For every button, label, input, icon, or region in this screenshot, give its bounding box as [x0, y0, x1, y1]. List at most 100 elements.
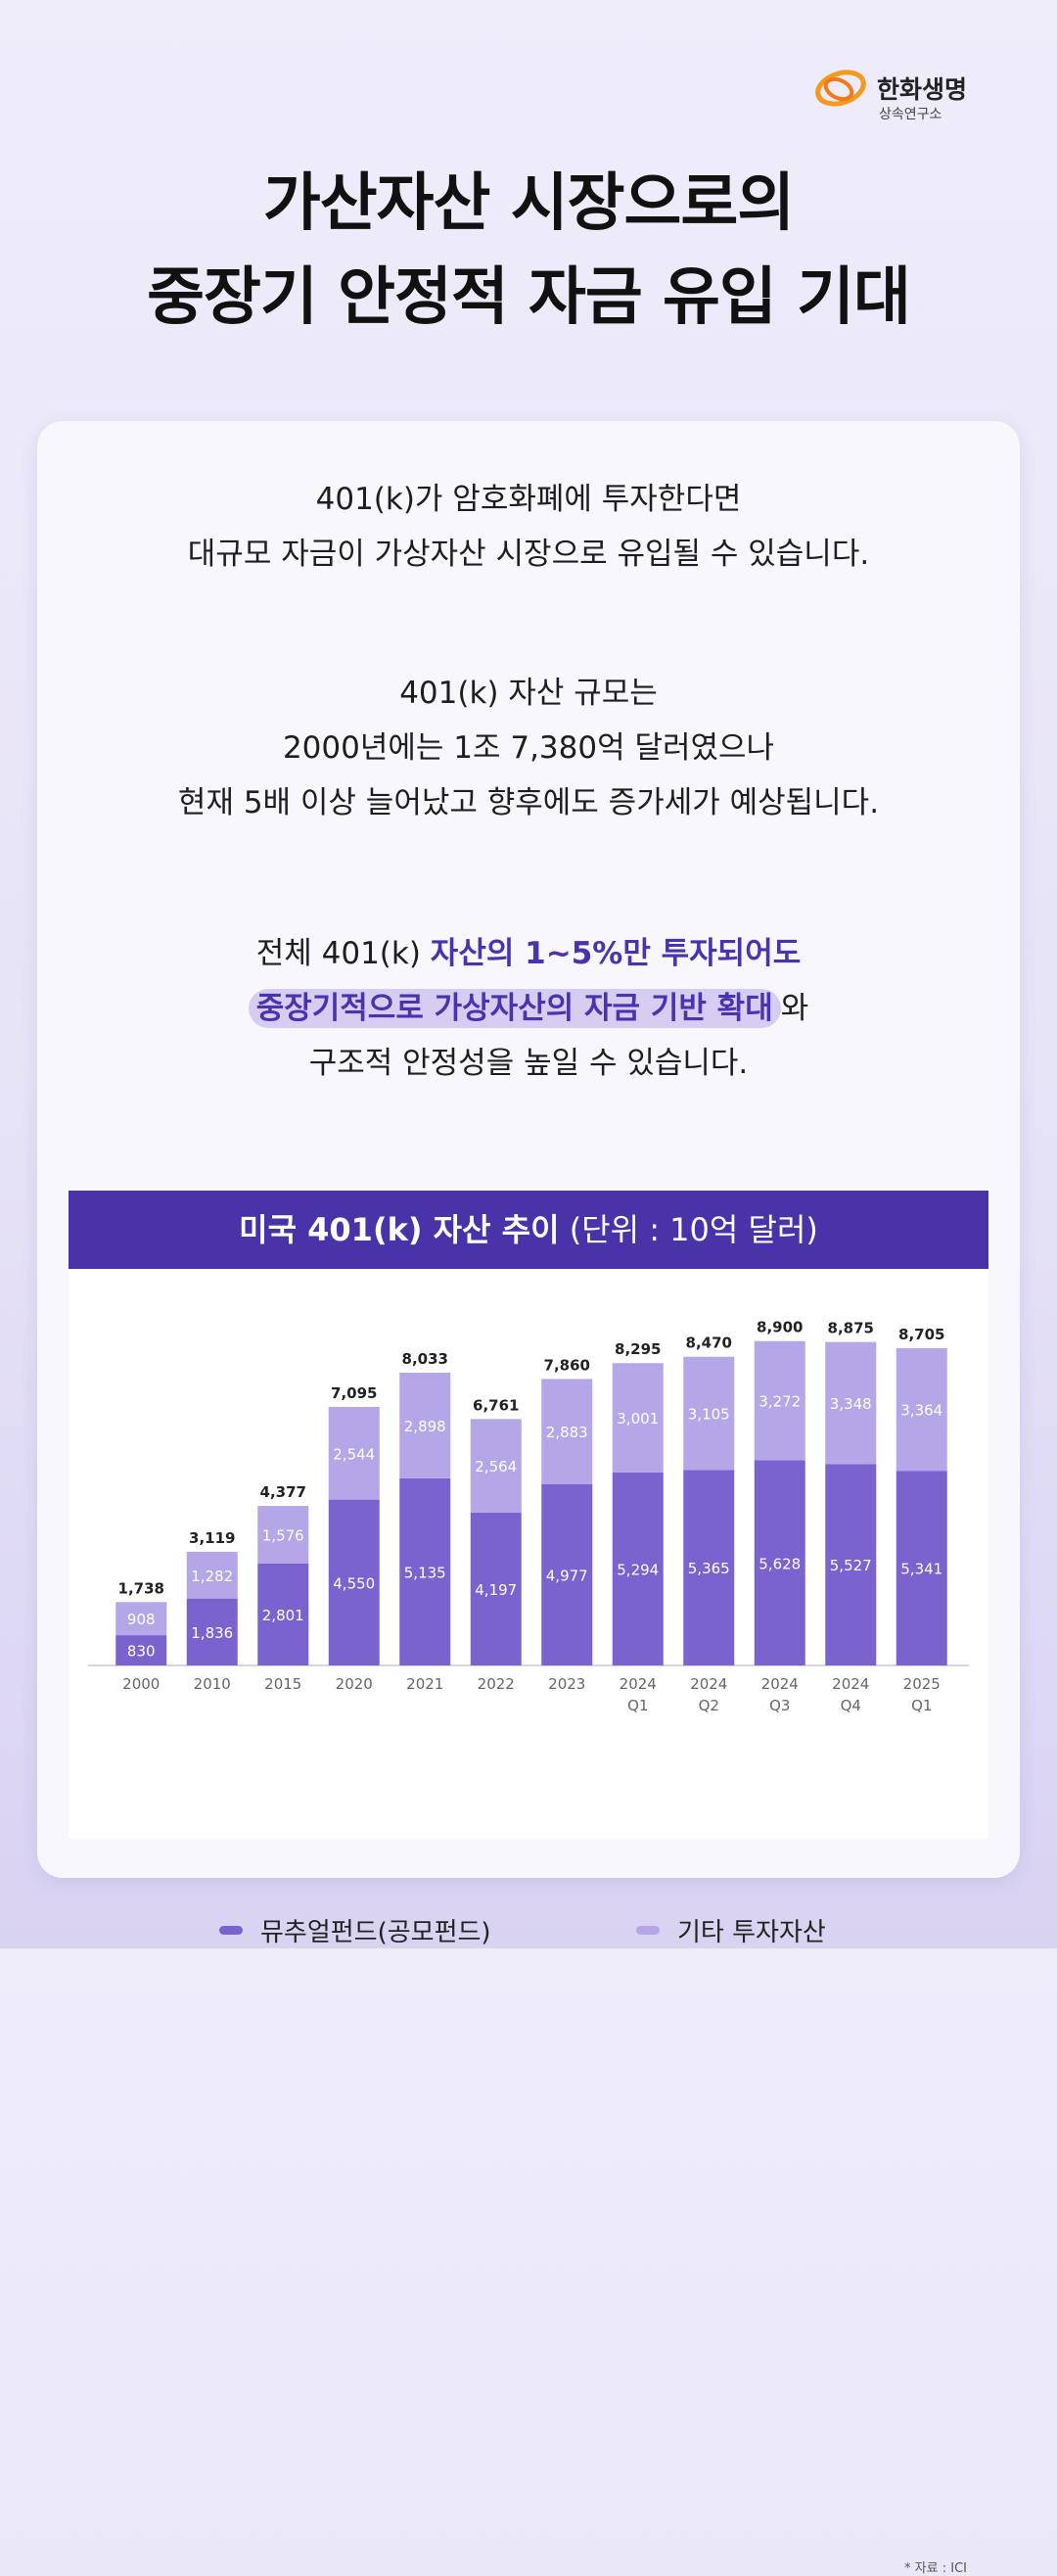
data-label-other-0: 908	[127, 1611, 156, 1628]
bar-other-1	[186, 1551, 238, 1599]
paragraph-3-line-1-plain: 전체 401(k)	[255, 936, 431, 971]
paragraph-1-line-2: 대규모 자금이 가상자산 시장으로 유입될 수 있습니다.	[187, 537, 870, 572]
hanwha-logo: 한화생명 상속연구소	[812, 61, 1008, 129]
legend-label-mutual: 뮤추얼펀드(공모펀드)	[260, 1917, 491, 1947]
legend-swatch-mutual	[219, 1925, 243, 1935]
paragraph-3-line-1: 전체 401(k) 자산의 1~5%만 투자되어도	[37, 926, 1020, 981]
hanwha-emblem-icon	[815, 70, 866, 107]
data-label-other-4: 2,898	[404, 1418, 446, 1435]
bar-other-11	[896, 1347, 947, 1472]
data-label-mutual-1: 1,836	[191, 1624, 233, 1642]
chart-panel: 미국 401(k) 자산 추이 (단위 : 10억 달러) 830 908 1,73…	[69, 1191, 988, 2576]
legend-label-other: 기타 투자자산	[677, 1917, 826, 1947]
legend-item-other: 기타 투자자산	[636, 1915, 826, 1947]
total-label-4: 8,033	[402, 1350, 448, 1368]
bar-other-8	[683, 1356, 735, 1471]
x-tick-label-1-0: 2010	[194, 1675, 231, 1693]
legend-item-mutual: 뮤추얼펀드(공모펀드)	[219, 1915, 491, 1947]
x-tick-label-2-0: 2015	[264, 1675, 301, 1693]
total-label-5: 6,761	[473, 1396, 519, 1414]
legend-swatch-other	[636, 1925, 660, 1935]
total-label-0: 1,738	[118, 1579, 164, 1597]
bar-mutual-8	[683, 1470, 735, 1665]
x-tick-label-9-1: Q3	[769, 1697, 790, 1714]
total-label-3: 7,095	[331, 1384, 377, 1402]
total-label-2: 4,377	[260, 1483, 306, 1501]
total-label-10: 8,875	[828, 1320, 874, 1337]
total-label-1: 3,119	[189, 1529, 235, 1547]
paragraph-3-line-2: 중장기적으로 가상자산의 자금 기반 확대 와	[37, 981, 1020, 1036]
data-label-other-6: 2,883	[546, 1424, 588, 1441]
data-label-other-3: 2,544	[333, 1445, 375, 1463]
bar-other-5	[470, 1419, 522, 1513]
total-label-7: 8,295	[615, 1340, 661, 1358]
x-tick-label-3-0: 2020	[336, 1675, 373, 1693]
bar-mutual-5	[470, 1512, 522, 1665]
bar-mutual-4	[399, 1477, 451, 1665]
paragraph-3: 전체 401(k) 자산의 1~5%만 투자되어도 중장기적으로 가상자산의 자…	[37, 926, 1020, 1091]
data-label-other-1: 1,282	[191, 1568, 233, 1585]
paragraph-2-line-1: 401(k) 자산 규모는	[399, 676, 658, 711]
paragraph-1-line-1: 401(k)가 암호화폐에 투자한다면	[315, 482, 742, 517]
paragraph-3-line-3: 구조적 안정성을 높일 수 있습니다.	[308, 1046, 749, 1081]
brand-name: 한화생명	[877, 75, 968, 104]
total-label-9: 8,900	[757, 1319, 803, 1336]
highlight-pill: 중장기적으로 가상자산의 자금 기반 확대	[248, 989, 781, 1028]
x-tick-label-11-0: 2025	[903, 1675, 941, 1693]
data-label-other-9: 3,272	[758, 1393, 801, 1411]
paragraph-2-line-2: 2000년에는 1조 7,380억 달러였으나	[282, 730, 775, 766]
data-label-other-11: 3,364	[900, 1402, 942, 1420]
data-label-other-2: 1,576	[262, 1526, 304, 1544]
data-label-mutual-0: 830	[127, 1643, 156, 1661]
data-label-other-10: 3,348	[830, 1395, 872, 1413]
data-label-other-8: 3,105	[688, 1406, 730, 1424]
bar-other-6	[541, 1379, 593, 1484]
x-tick-label-10-1: Q4	[841, 1697, 861, 1714]
data-label-mutual-4: 5,135	[404, 1564, 446, 1581]
bar-mutual-1	[186, 1598, 238, 1665]
data-label-mutual-11: 5,341	[900, 1561, 942, 1578]
bar-other-3	[328, 1406, 380, 1500]
x-tick-label-7-1: Q1	[627, 1697, 648, 1714]
x-tick-label-5-0: 2022	[478, 1675, 515, 1693]
bar-other-7	[612, 1363, 664, 1473]
chart-header: 미국 401(k) 자산 추이 (단위 : 10억 달러)	[69, 1191, 988, 1269]
data-label-mutual-3: 4,550	[333, 1574, 375, 1592]
bar-mutual-11	[896, 1471, 947, 1665]
x-tick-label-8-0: 2024	[690, 1675, 727, 1693]
paragraph-2: 401(k) 자산 규모는 2000년에는 1조 7,380억 달러였으나 현재…	[37, 666, 1020, 830]
total-label-11: 8,705	[898, 1326, 944, 1343]
x-tick-label-8-1: Q2	[699, 1697, 719, 1714]
data-label-mutual-10: 5,527	[830, 1557, 872, 1574]
bar-mutual-0	[115, 1635, 167, 1665]
x-tick-label-4-0: 2021	[406, 1675, 443, 1693]
paragraph-1: 401(k)가 암호화폐에 투자한다면 대규모 자금이 가상자산 시장으로 유입…	[37, 472, 1020, 582]
bar-other-10	[825, 1341, 877, 1465]
data-label-other-5: 2,564	[475, 1458, 517, 1475]
x-tick-label-10-0: 2024	[832, 1675, 869, 1693]
chart-title: 미국 401(k) 자산 추이	[239, 1211, 560, 1248]
source-note: * 자료 : ICI	[904, 2561, 967, 2576]
paragraph-2-line-3: 현재 5배 이상 늘어났고 향후에도 증가세가 예상됩니다.	[177, 785, 880, 820]
data-label-other-7: 3,001	[617, 1410, 659, 1428]
total-label-8: 8,470	[686, 1335, 732, 1352]
highlight-text-1: 자산의 1~5%만 투자되어도	[430, 936, 802, 971]
bar-mutual-7	[612, 1472, 664, 1665]
total-label-6: 7,860	[544, 1356, 590, 1374]
data-label-mutual-6: 4,977	[546, 1567, 588, 1584]
data-label-mutual-9: 5,628	[758, 1555, 801, 1572]
bar-other-2	[257, 1506, 309, 1564]
chart-unit: (단위 : 10억 달러)	[559, 1211, 818, 1248]
bar-other-0	[115, 1602, 167, 1636]
data-label-mutual-2: 2,801	[262, 1607, 304, 1624]
x-tick-label-7-0: 2024	[620, 1675, 657, 1693]
page-title: 가산자산 시장으로의 중장기 안정적 자금 유입 기대	[0, 157, 1057, 345]
title-line-1: 가산자산 시장으로의	[262, 167, 795, 240]
bar-other-9	[754, 1340, 805, 1461]
bar-mutual-9	[754, 1460, 805, 1665]
brand-subtitle: 상속연구소	[879, 107, 942, 122]
x-tick-label-0-0: 2000	[122, 1675, 160, 1693]
bar-mutual-2	[257, 1563, 309, 1665]
paragraph-3-line-2-plain: 와	[780, 991, 809, 1026]
x-tick-label-6-0: 2023	[548, 1675, 585, 1693]
